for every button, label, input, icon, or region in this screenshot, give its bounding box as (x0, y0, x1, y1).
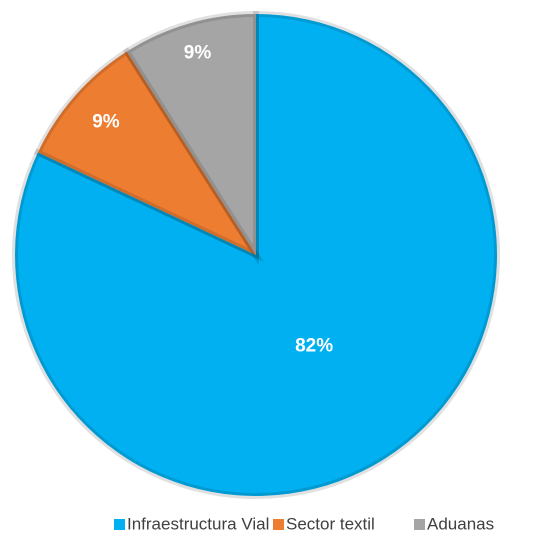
data-label: 9% (92, 112, 120, 133)
legend-label: Sector textil (286, 514, 375, 533)
legend-label: Infraestructura Vial (127, 514, 269, 533)
legend-swatch (273, 519, 284, 530)
legend-swatch (114, 519, 125, 530)
data-label: 9% (184, 43, 212, 64)
pie-slice (12, 10, 500, 499)
data-label: 82% (295, 336, 333, 357)
legend-swatch (414, 519, 425, 530)
pie-slice (33, 47, 265, 263)
legend-label: Aduanas (427, 514, 494, 533)
pie-slice (122, 10, 259, 266)
